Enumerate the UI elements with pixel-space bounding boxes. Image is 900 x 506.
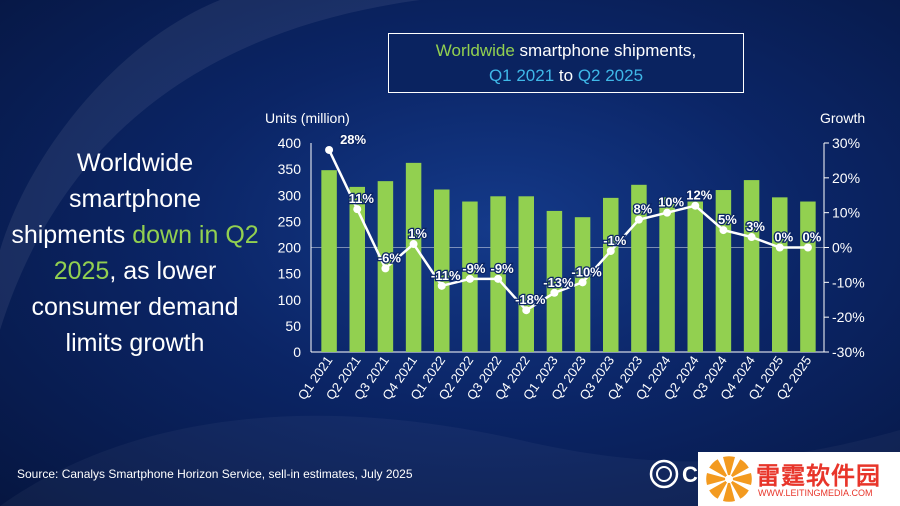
growth-point — [719, 226, 728, 235]
bar — [490, 196, 506, 352]
growth-data-label: 5% — [718, 212, 737, 227]
growth-point — [437, 281, 446, 290]
y2-tick-label: -30% — [832, 344, 865, 360]
growth-point — [663, 208, 672, 217]
growth-data-label: -18% — [515, 292, 546, 307]
bar — [659, 197, 675, 352]
growth-data-label: 8% — [634, 202, 653, 217]
logo-letter: C — [682, 462, 698, 487]
bar — [321, 170, 337, 352]
growth-data-label: 1% — [408, 226, 427, 241]
y2-tick-label: -10% — [832, 274, 865, 290]
growth-point — [775, 243, 784, 252]
growth-point — [747, 233, 756, 242]
bar — [631, 184, 647, 352]
growth-point — [691, 201, 700, 210]
bar — [518, 196, 534, 352]
y-tick-label: 0 — [293, 344, 301, 360]
growth-data-label: -11% — [431, 268, 461, 283]
growth-point — [634, 215, 643, 224]
growth-point — [494, 274, 503, 283]
headline: Worldwide smartphone shipments down in Q… — [10, 145, 260, 361]
orange-flower-icon — [706, 456, 752, 502]
growth-point — [606, 246, 615, 255]
y2-tick-label: 0% — [832, 240, 852, 256]
y-tick-label: 50 — [285, 318, 301, 334]
growth-data-label: -9% — [491, 261, 515, 276]
headline-part-3: , as lower consumer demand limits growth — [31, 257, 239, 357]
chart-title-box: Worldwide smartphone shipments, Q1 2021 … — [388, 33, 744, 93]
bar — [772, 197, 788, 352]
growth-point — [325, 145, 334, 154]
growth-point — [381, 264, 390, 273]
y2-axis-title: Growth — [820, 110, 865, 126]
growth-data-label: 0% — [774, 230, 793, 245]
watermark-title: 雷霆软件园 — [756, 463, 881, 490]
bar — [546, 210, 563, 352]
growth-data-label: 28% — [340, 132, 366, 147]
bar — [405, 162, 422, 352]
growth-point — [409, 240, 418, 249]
growth-point — [550, 288, 559, 297]
y-tick-label: 150 — [278, 266, 302, 282]
y-tick-label: 200 — [278, 240, 302, 256]
growth-data-label: 10% — [658, 195, 684, 210]
y2-tick-label: -20% — [832, 309, 865, 325]
bar — [349, 186, 365, 352]
y-axis-title: Units (million) — [265, 110, 350, 126]
title-part-end: Q2 2025 — [577, 66, 644, 85]
title-part-shipments: smartphone shipments, — [514, 41, 697, 60]
growth-point — [353, 205, 362, 214]
growth-data-label: 0% — [803, 230, 822, 245]
title-part-to: to — [554, 66, 578, 85]
y-tick-label: 250 — [278, 213, 302, 229]
bar — [743, 180, 760, 352]
y-tick-label: 300 — [278, 187, 302, 203]
title-part-start: Q1 2021 — [488, 66, 555, 85]
growth-data-label: 11% — [349, 191, 375, 206]
growth-point — [578, 278, 587, 287]
growth-point — [803, 243, 812, 252]
y-tick-label: 400 — [278, 135, 302, 151]
bar — [687, 201, 703, 352]
source-note: Source: Canalys Smartphone Horizon Servi… — [17, 467, 413, 481]
headline-highlight: down in Q2 2025 — [53, 221, 259, 285]
y-tick-label: 350 — [278, 161, 302, 177]
growth-point — [522, 306, 531, 315]
y2-tick-label: 20% — [832, 170, 860, 186]
y2-tick-label: 30% — [832, 135, 860, 151]
headline-part-1: Worldwide smartphone shipments — [11, 149, 202, 249]
title-part-worldwide: Worldwide — [435, 41, 515, 60]
watermark: 雷霆软件园 WWW.LEITINGMEDIA.COM — [698, 452, 900, 506]
bar — [603, 197, 619, 352]
growth-data-label: -6% — [378, 250, 402, 265]
growth-data-label: 3% — [746, 219, 765, 234]
growth-data-label: -10% — [571, 264, 602, 279]
y-tick-label: 100 — [278, 292, 302, 308]
canalys-logo: C — [649, 459, 698, 489]
bar — [800, 201, 816, 352]
growth-data-label: -13% — [543, 275, 574, 290]
y2-tick-label: 10% — [832, 205, 860, 221]
growth-line — [327, 149, 808, 312]
bar — [434, 189, 450, 352]
growth-data-label: -9% — [462, 261, 486, 276]
growth-data-label: -1% — [603, 233, 627, 248]
growth-point — [465, 274, 474, 283]
watermark-url: WWW.LEITINGMEDIA.COM — [758, 488, 873, 498]
growth-data-label: 12% — [686, 188, 712, 203]
